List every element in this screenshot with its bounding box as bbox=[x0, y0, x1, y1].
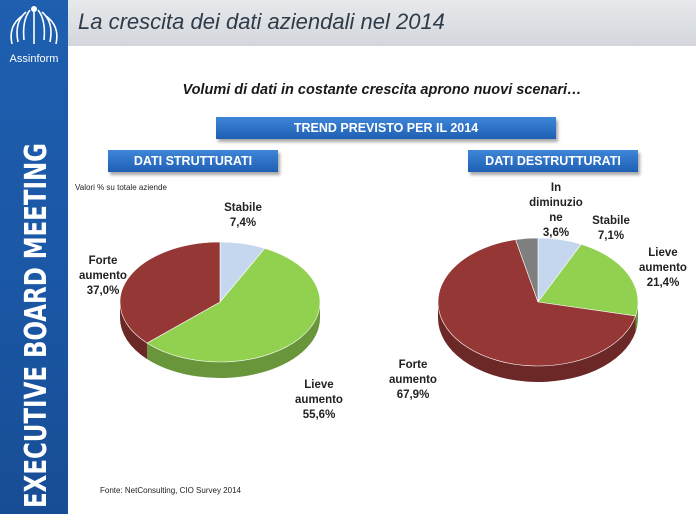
right-chart-title: DATI DESTRUTTURATI bbox=[468, 150, 638, 172]
right-label-lieve: Lieve aumento 21,4% bbox=[630, 246, 696, 291]
left-label-forte-name: Forte aumento bbox=[79, 255, 127, 282]
right-label-forte-name: Forte aumento bbox=[389, 359, 437, 386]
left-chart-title: DATI STRUTTURATI bbox=[108, 150, 278, 172]
slide-subtitle: Volumi di dati in costante crescita apro… bbox=[182, 82, 582, 98]
right-label-diminuzione-value: 3,6% bbox=[542, 227, 570, 239]
right-label-stabile: Stabile 7,1% bbox=[578, 214, 644, 244]
right-label-forte-value: 67,9% bbox=[396, 389, 430, 401]
svg-text:EXECUTIVE BOARD MEETING: EXECUTIVE BOARD MEETING bbox=[19, 143, 54, 508]
eagle-logo-icon bbox=[10, 6, 58, 45]
left-label-forte-value: 37,0% bbox=[86, 285, 120, 297]
assinform-logo bbox=[0, 0, 68, 62]
header-bar bbox=[68, 0, 696, 46]
sidebar: Assinform EXECUTIVE BOARD MEETING bbox=[0, 0, 68, 514]
pie0-slice-1 bbox=[146, 248, 321, 363]
right-label-diminuzione-name: In diminuzio ne bbox=[529, 182, 583, 224]
left-label-lieve-value: 55,6% bbox=[302, 409, 336, 421]
left-label-stabile-value: 7,4% bbox=[229, 217, 257, 229]
left-label-lieve-name: Lieve aumento bbox=[295, 379, 343, 406]
left-label-forte: Forte aumento 37,0% bbox=[70, 254, 136, 299]
pie1-slice-1 bbox=[537, 243, 639, 317]
left-label-stabile: Stabile 7,4% bbox=[210, 201, 276, 231]
pie1-wall-2 bbox=[438, 302, 636, 382]
source-note: Fonte: NetConsulting, CIO Survey 2014 bbox=[100, 486, 241, 495]
right-label-diminuzione: In diminuzio ne 3,6% bbox=[518, 181, 594, 241]
logo-name: Assinform bbox=[9, 53, 59, 65]
page-title: La crescita dei dati aziendali nel 2014 bbox=[78, 9, 445, 34]
pie0-slice-2 bbox=[119, 241, 221, 344]
right-label-stabile-name: Stabile bbox=[592, 215, 630, 227]
pie0-wall-2 bbox=[120, 302, 148, 360]
right-label-lieve-name: Lieve aumento bbox=[639, 247, 687, 274]
values-note: Valori % su totale aziende bbox=[75, 183, 167, 192]
right-label-lieve-value: 21,4% bbox=[646, 277, 680, 289]
sidebar-vertical-text: EXECUTIVE BOARD MEETING bbox=[19, 143, 54, 508]
left-label-lieve: Lieve aumento 55,6% bbox=[286, 378, 352, 423]
right-label-stabile-value: 7,1% bbox=[597, 230, 625, 242]
main-banner: TREND PREVISTO PER IL 2014 bbox=[216, 117, 556, 139]
pie0-wall-1 bbox=[147, 302, 320, 378]
pie1-slice-2 bbox=[437, 239, 636, 367]
pie1-slice-3 bbox=[515, 237, 539, 303]
right-label-forte: Forte aumento 67,9% bbox=[380, 358, 446, 403]
left-label-stabile-name: Stabile bbox=[224, 202, 262, 214]
